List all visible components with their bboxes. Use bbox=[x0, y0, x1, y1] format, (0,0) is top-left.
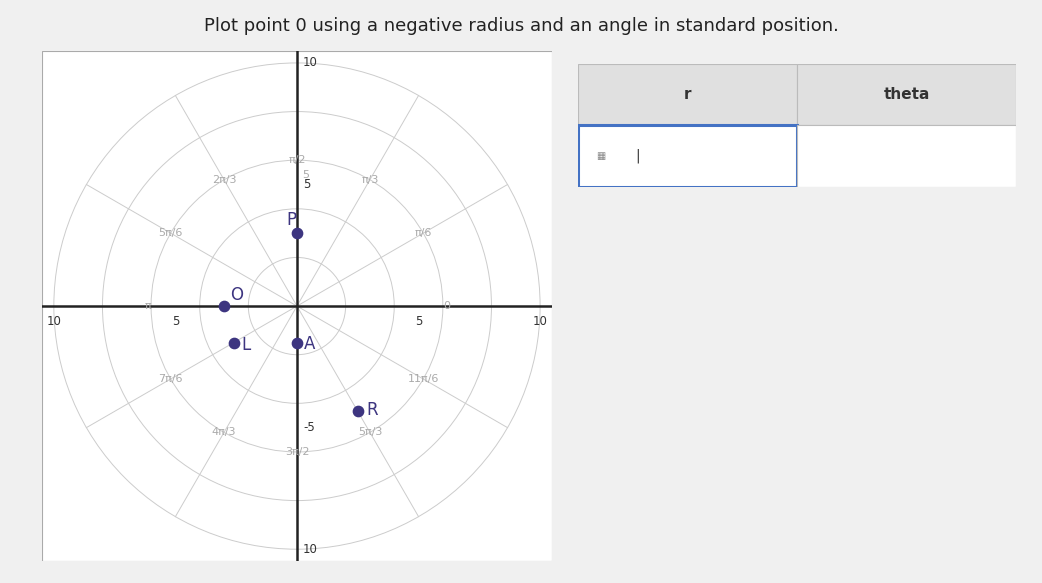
Text: π/3: π/3 bbox=[362, 175, 378, 185]
Text: 10: 10 bbox=[303, 543, 318, 556]
Text: -5: -5 bbox=[303, 421, 315, 434]
Text: theta: theta bbox=[884, 87, 929, 102]
Text: O: O bbox=[230, 286, 243, 304]
Point bbox=[289, 338, 305, 347]
Text: π/6: π/6 bbox=[415, 228, 432, 238]
Text: 11π/6: 11π/6 bbox=[407, 374, 439, 384]
Bar bbox=[797, 125, 1016, 187]
Text: 0: 0 bbox=[443, 301, 450, 311]
Text: 10: 10 bbox=[303, 57, 318, 69]
Text: 5: 5 bbox=[303, 178, 311, 191]
Text: 10: 10 bbox=[47, 315, 61, 328]
Text: π: π bbox=[145, 301, 151, 311]
Text: r: r bbox=[684, 87, 692, 102]
Text: Plot point 0 using a negative radius and an angle in standard position.: Plot point 0 using a negative radius and… bbox=[203, 17, 839, 36]
Text: |: | bbox=[636, 149, 640, 163]
Text: 5: 5 bbox=[172, 315, 179, 328]
Text: A: A bbox=[304, 335, 316, 353]
Text: 5π/6: 5π/6 bbox=[158, 228, 182, 238]
Text: 2π/3: 2π/3 bbox=[212, 175, 237, 185]
Text: 5: 5 bbox=[302, 170, 308, 180]
Text: R: R bbox=[367, 401, 378, 419]
Text: 5: 5 bbox=[415, 315, 422, 328]
Point bbox=[225, 338, 242, 347]
Bar bbox=[578, 64, 797, 125]
Text: 5π/3: 5π/3 bbox=[357, 427, 382, 437]
Point bbox=[216, 301, 232, 311]
Text: L: L bbox=[241, 336, 250, 354]
Point bbox=[349, 407, 366, 416]
Bar bbox=[578, 125, 797, 187]
Text: ▦: ▦ bbox=[596, 151, 605, 161]
Text: 4π/3: 4π/3 bbox=[212, 427, 237, 437]
Point bbox=[289, 229, 305, 238]
Bar bbox=[797, 64, 1016, 125]
Text: π/2: π/2 bbox=[289, 155, 305, 165]
Text: 10: 10 bbox=[532, 315, 547, 328]
Text: 7π/6: 7π/6 bbox=[158, 374, 183, 384]
Text: 3π/2: 3π/2 bbox=[284, 447, 309, 457]
Text: P: P bbox=[286, 211, 296, 229]
